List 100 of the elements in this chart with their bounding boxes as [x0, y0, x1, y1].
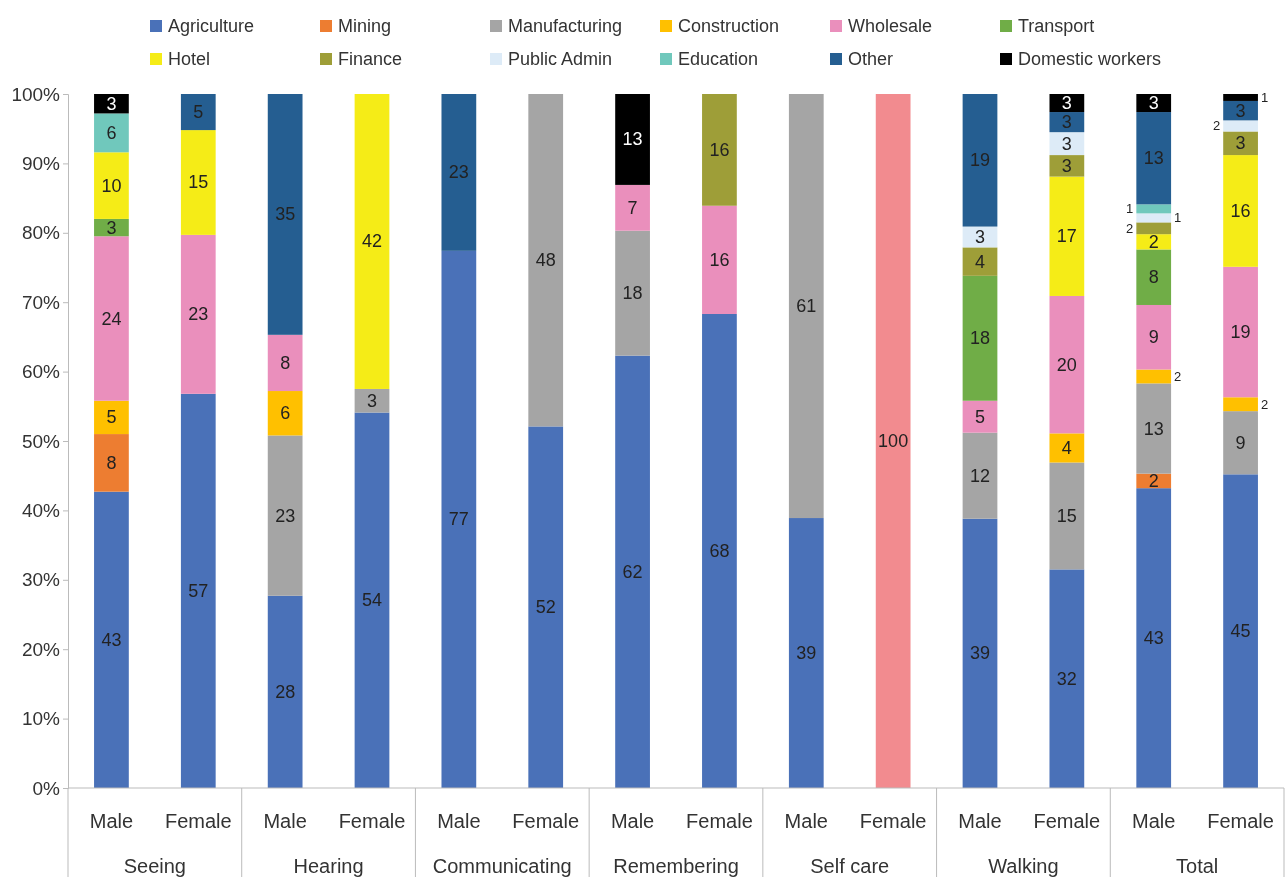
data-label: 6: [106, 122, 117, 143]
data-label: 28: [275, 681, 296, 702]
data-label: 9: [1148, 327, 1159, 348]
data-label: 2: [1148, 231, 1159, 252]
data-label: 15: [188, 172, 209, 193]
x-tick-label: Male: [89, 810, 134, 832]
bar: [1049, 176, 1085, 296]
data-label: 13: [1143, 148, 1164, 169]
bar: [528, 94, 564, 427]
legend-label: Wholesale: [848, 16, 933, 36]
data-label: 3: [366, 390, 378, 411]
data-label: 10: [101, 175, 122, 196]
bar: [94, 113, 129, 153]
data-label: 3: [1061, 133, 1072, 154]
data-label: 4: [1061, 437, 1072, 458]
data-label: 18: [969, 328, 991, 349]
bar: [1223, 474, 1258, 788]
text: Total: [1176, 855, 1219, 877]
data-label: 15: [1056, 505, 1077, 526]
data-label: 23: [188, 304, 209, 325]
data-label: 19: [1230, 322, 1251, 343]
bar: [1223, 266, 1258, 398]
data-label: 13: [622, 129, 643, 150]
bar: [1136, 213, 1172, 223]
x-tick-label: Male: [610, 810, 655, 832]
data-label: 3: [1148, 93, 1159, 114]
y-tick-label: 90%: [21, 152, 61, 174]
bar: [1049, 295, 1085, 434]
legend-label: Finance: [338, 49, 403, 69]
x-tick-label: Female: [1207, 810, 1274, 832]
legend-label: Education: [678, 49, 759, 69]
bar: [702, 94, 737, 206]
data-label: 43: [1143, 628, 1164, 649]
x-tick-label: Female: [686, 810, 753, 832]
data-label: 3: [106, 93, 117, 114]
data-label: 8: [280, 352, 291, 373]
data-label: 39: [796, 643, 817, 664]
bar: [615, 355, 650, 788]
y-tick-label: 50%: [21, 430, 61, 452]
data-label: 2: [1212, 118, 1221, 134]
bar: [441, 94, 477, 251]
data-label: 9: [1235, 432, 1246, 453]
legend-label: Hotel: [168, 49, 211, 69]
bar: [180, 393, 216, 788]
bar: [788, 94, 824, 519]
data-label: 20: [1056, 354, 1077, 375]
bar: [1136, 304, 1172, 370]
x-tick-label: Male: [437, 810, 481, 832]
bar: [1136, 222, 1172, 235]
data-label: 23: [448, 162, 469, 183]
bar: [962, 94, 998, 227]
data-label: 2: [1126, 220, 1134, 236]
data-label: 32: [1056, 668, 1077, 689]
data-label: 16: [709, 249, 730, 270]
y-tick-label: 10%: [21, 708, 61, 730]
legend-label: Domestic workers: [1018, 49, 1162, 69]
x-tick-label: Male: [784, 810, 828, 832]
data-label: 61: [796, 296, 817, 317]
bar: [1223, 155, 1258, 267]
data-label: 13: [1143, 418, 1164, 439]
data-label: 54: [361, 590, 383, 611]
bar: [1223, 411, 1258, 475]
bar: [1136, 249, 1172, 305]
bar: [528, 426, 564, 788]
bar: [1136, 369, 1172, 384]
data-label: 12: [969, 465, 991, 486]
bar: [267, 334, 303, 392]
bar: [94, 236, 129, 401]
x-tick-label: Female: [859, 810, 927, 832]
bar: [788, 518, 824, 788]
bar: [441, 250, 477, 788]
text: Self care: [810, 855, 890, 877]
data-label: 3: [1235, 133, 1246, 154]
text: Remembering: [613, 855, 739, 877]
text: Seeing: [123, 855, 186, 877]
bar: [180, 94, 216, 131]
data-label: 39: [969, 643, 991, 664]
data-label: 5: [974, 406, 986, 427]
data-label: 77: [448, 509, 469, 530]
bar: [702, 314, 737, 788]
legend-label: Manufacturing: [508, 16, 623, 36]
bar: [1049, 433, 1085, 463]
bar: [1049, 462, 1085, 570]
y-tick-label: 80%: [21, 222, 61, 244]
bar: [180, 130, 216, 235]
x-tick-label: Female: [512, 810, 580, 832]
x-tick-label: Female: [1033, 810, 1101, 832]
bar: [1136, 112, 1172, 205]
data-label: 3: [974, 226, 986, 247]
bar: [94, 491, 129, 788]
data-label: 43: [101, 629, 122, 650]
bar: [354, 388, 390, 413]
bar: [615, 94, 650, 185]
data-label: 18: [622, 283, 643, 304]
data-label: 3: [1061, 155, 1072, 176]
data-label: 2: [1174, 368, 1182, 384]
data-label: 4: [974, 251, 986, 272]
data-label: 1: [1260, 89, 1269, 105]
bar: [267, 595, 303, 788]
data-label: 45: [1230, 621, 1251, 642]
